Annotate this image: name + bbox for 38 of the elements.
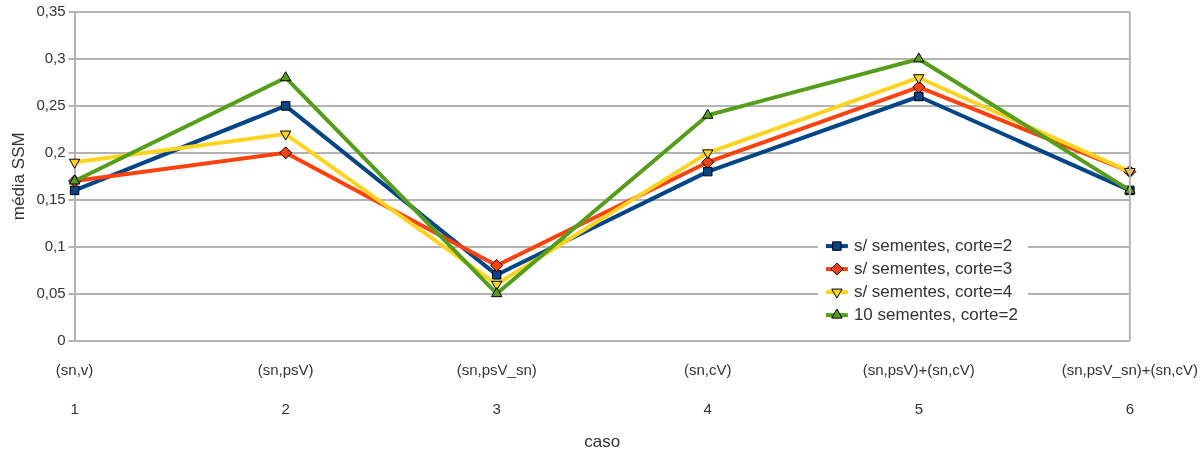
- point: [913, 74, 925, 85]
- category-label: (sn,psV) 2: [257, 361, 314, 418]
- y-tick-label: 0,3: [44, 49, 66, 67]
- point: [279, 130, 292, 141]
- point: [491, 280, 503, 291]
- x-axis-title: caso: [584, 432, 621, 452]
- y-tick-label: 0,1: [44, 236, 66, 254]
- point: [69, 185, 80, 196]
- category-label: (sn,v) 1: [55, 361, 94, 418]
- legend-label: s/ sementes, corte=3: [853, 258, 1013, 278]
- point: [702, 108, 714, 119]
- y-tick-label: 0: [57, 330, 66, 348]
- point: [912, 80, 926, 94]
- y-tick-label: 0,15: [36, 189, 66, 207]
- y-tick-label: 0,2: [44, 142, 66, 160]
- legend-label: s/ sementes, corte=4: [853, 281, 1013, 301]
- point: [490, 258, 504, 272]
- point: [491, 287, 503, 298]
- legend-label: 10 sementes, corte=2: [853, 304, 1018, 324]
- point: [914, 91, 924, 102]
- category-label: (sn,psV_sn)+(sn,cV) 6: [1061, 361, 1198, 418]
- point: [491, 270, 502, 280]
- point: [703, 166, 713, 177]
- category-label: (sn,psV_sn) 3: [456, 361, 537, 418]
- point: [68, 158, 81, 169]
- point: [913, 52, 925, 63]
- point: [702, 149, 714, 160]
- category-label: (sn,cV) 4: [683, 361, 732, 418]
- y-axis-title: média SSM: [8, 132, 28, 221]
- point: [280, 101, 291, 111]
- point: [701, 155, 715, 169]
- category-label: (sn,psV)+(sn,cV) 5: [862, 361, 975, 418]
- y-tick-label: 0,05: [36, 283, 66, 301]
- legend-label: s/ sementes, corte=2: [853, 235, 1013, 255]
- point: [279, 146, 293, 160]
- y-tick-label: 0,25: [36, 96, 66, 114]
- y-tick-label: 0,35: [36, 2, 66, 20]
- point: [279, 71, 292, 82]
